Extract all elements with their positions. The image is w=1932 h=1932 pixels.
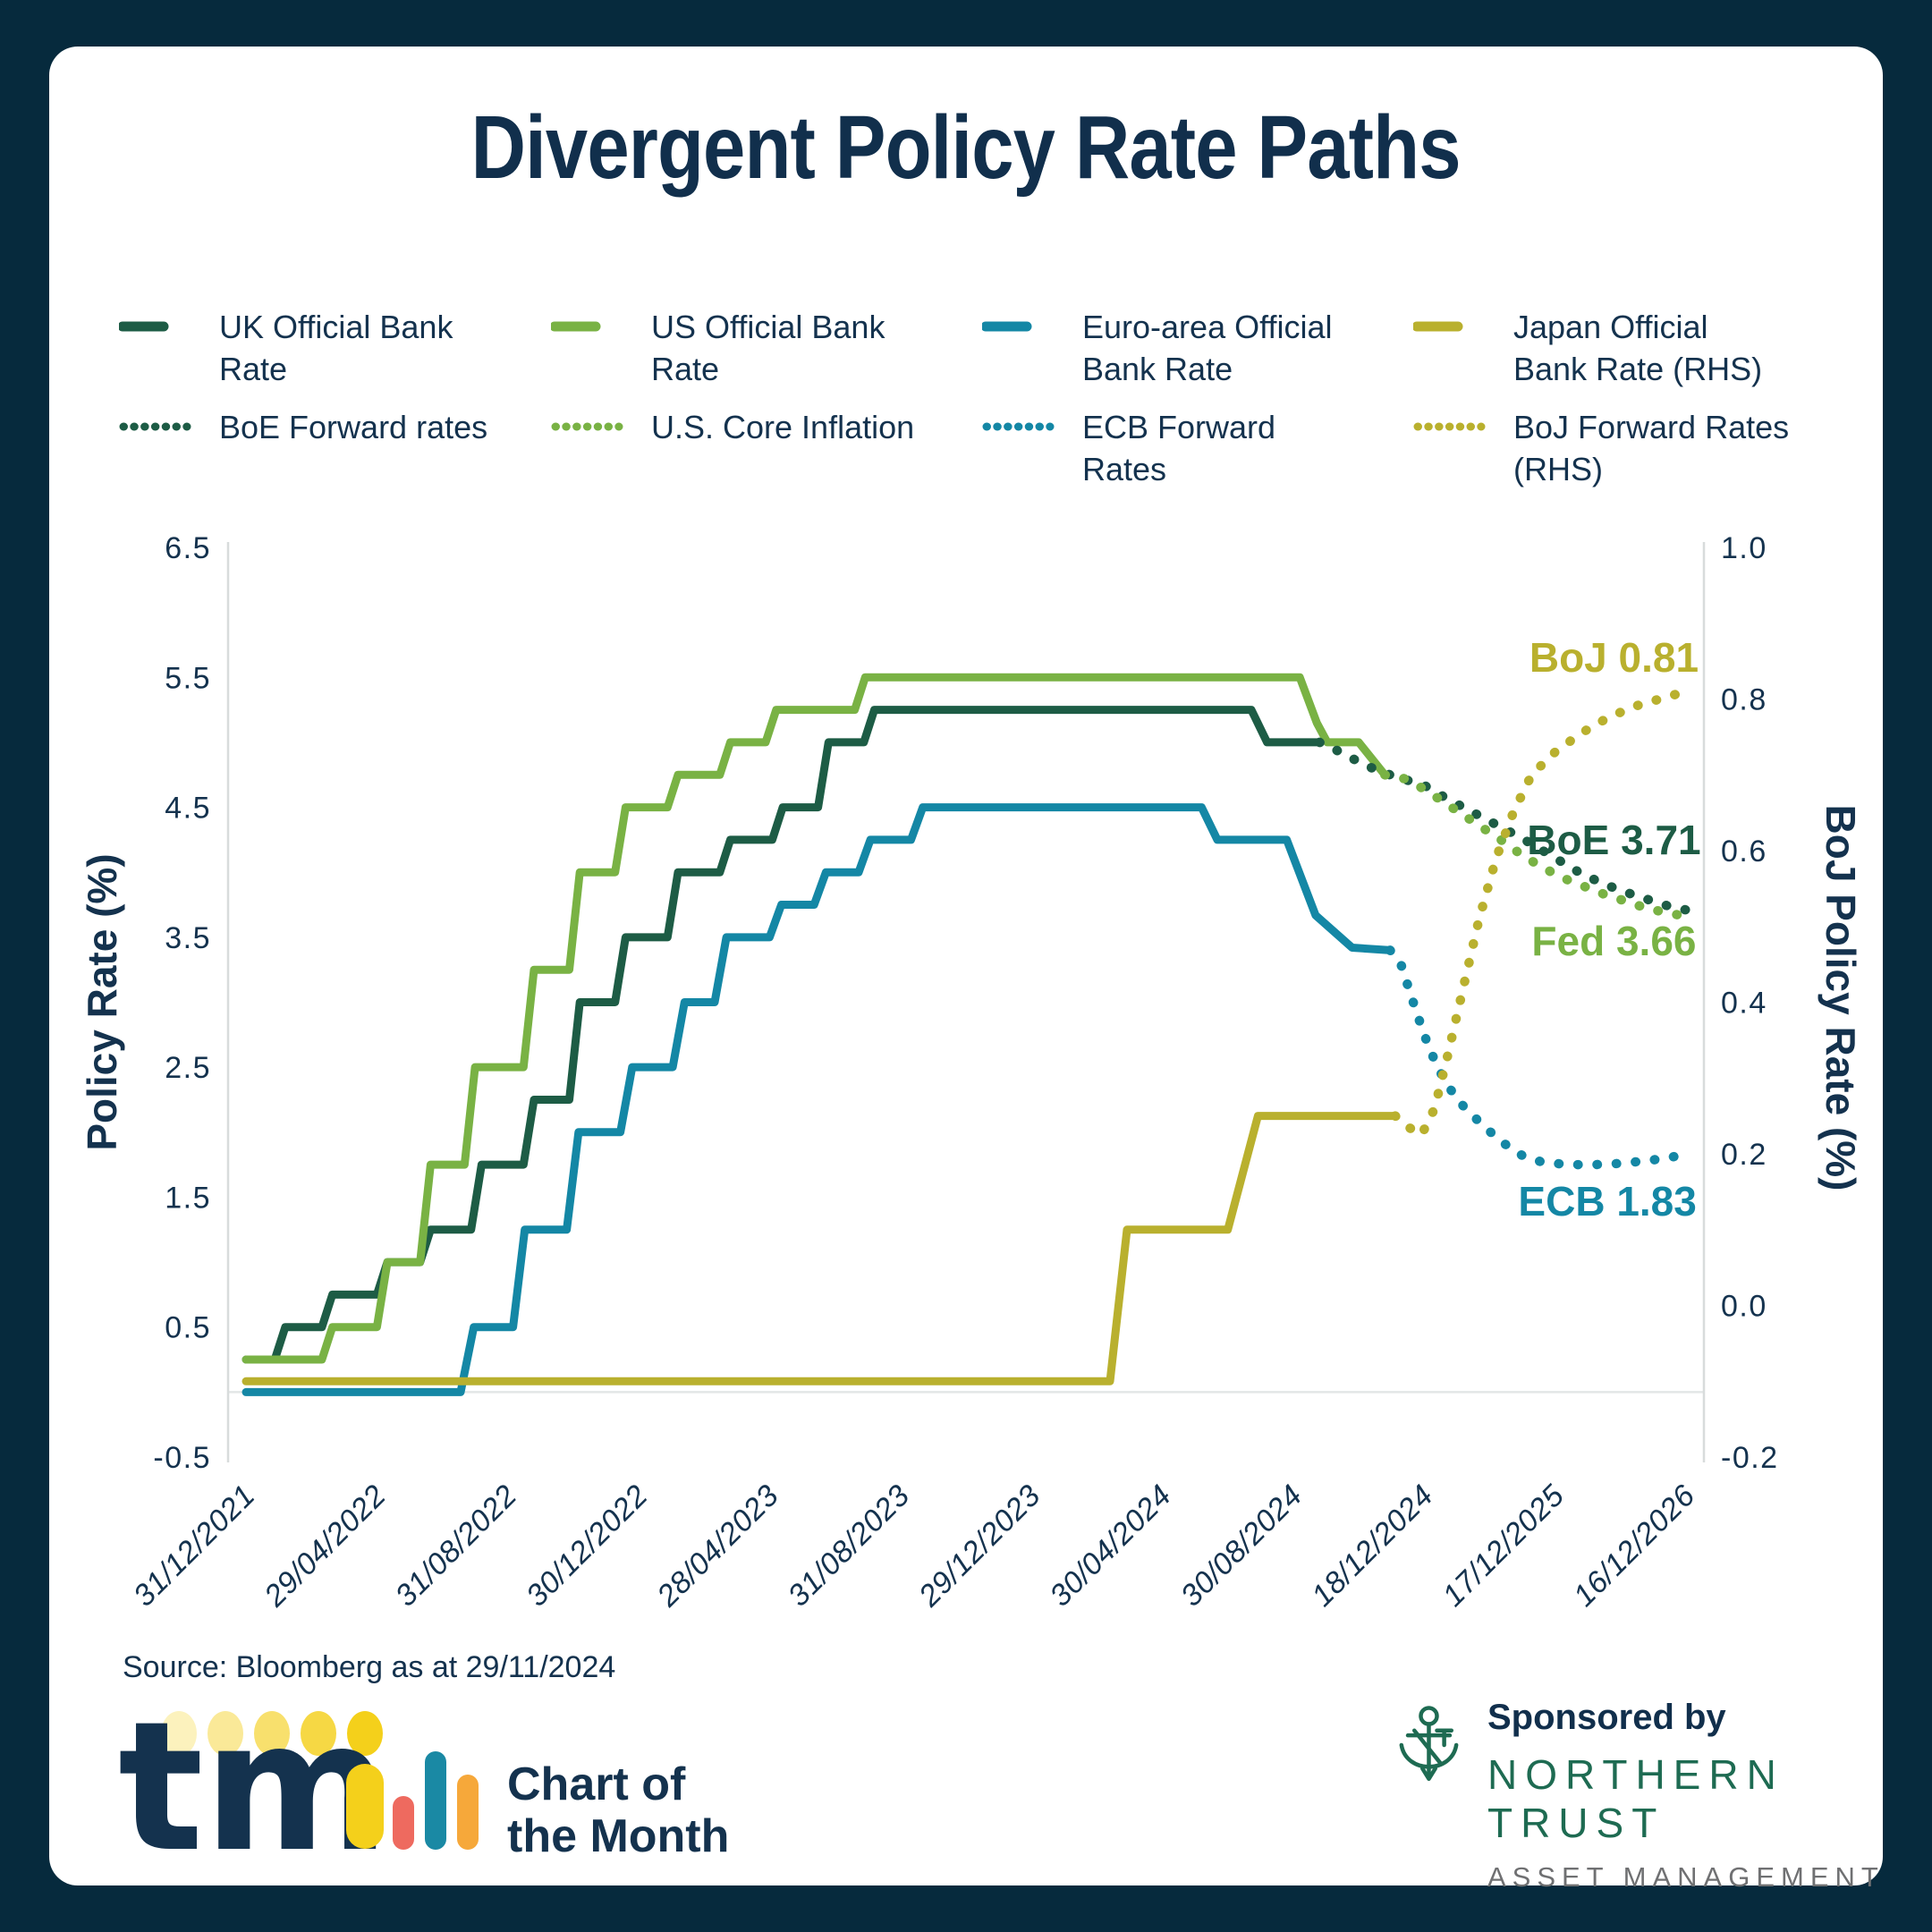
northern-trust-wordmark: NORTHERN TRUST (1487, 1751, 1784, 1846)
series-us-official-bank-rate (242, 673, 1389, 1364)
anchor-icon (1399, 1706, 1459, 1782)
y-left-tick-label: 5.5 (165, 661, 211, 695)
y-right-tick-label: 0.8 (1721, 683, 1767, 717)
legend-dotted-line-icon (982, 406, 1082, 436)
source-note: Source: Bloomberg as at 29/11/2024 (123, 1650, 616, 1684)
tmi-dots (161, 1711, 383, 1756)
legend-label: BoE Forward rates (219, 409, 488, 445)
series-uk-official-bank-rate (242, 706, 1324, 1364)
card (49, 47, 1883, 1885)
tmi-wordmark: tm (118, 1710, 390, 1862)
y-left-axis-title: Policy Rate (%) (79, 853, 125, 1150)
page-title: Divergent Policy Rate Paths (470, 97, 1462, 198)
legend-label: BoJ Forward Rates (RHS) (1513, 409, 1790, 487)
y-left-tick-label: 6.5 (165, 531, 211, 565)
y-right-tick-label: 1.0 (1721, 531, 1767, 565)
y-left-tick-label: 2.5 (165, 1051, 211, 1085)
legend-dotted-line-icon (1413, 406, 1513, 436)
legend-dotted-line-icon (551, 406, 651, 436)
legend-item: BoE Forward rates (119, 406, 487, 448)
northern-trust-logo: Sponsored by NORTHERN TRUST ASSET MANAGE… (1392, 1698, 1932, 1894)
legend-line-icon (549, 306, 651, 336)
sponsored-by-label: Sponsored by (1487, 1698, 1726, 1737)
legend-item: U.S. Core Inflation (551, 406, 914, 448)
y-left-tick-label: 4.5 (165, 792, 211, 826)
x-tick-label: 31/08/2022 (389, 1479, 524, 1614)
y-left-tick-label: 0.5 (165, 1311, 211, 1345)
x-tick-label: 29/04/2022 (258, 1479, 393, 1614)
series-ecb-forward-rates (1385, 945, 1691, 1170)
legend-item: Euro-area Official Bank Rate (980, 306, 1333, 390)
chart-of-the-month-label: Chart of the Month (507, 1758, 730, 1862)
chart-of-the-month-logo: Chart of the Month (391, 1744, 729, 1862)
x-tick-label: 30/04/2024 (1043, 1479, 1178, 1614)
legend-label: US Official Bank Rate (651, 309, 886, 387)
legend-item: US Official Bank Rate (549, 306, 886, 390)
tmi-logo: tm (116, 1683, 411, 1892)
legend-dotted-line-icon (119, 406, 219, 436)
legend-label: Euro-area Official Bank Rate (1082, 309, 1333, 387)
annotation-boe-3-71: BoE 3.71 (1527, 817, 1700, 863)
tmi-letter-i (346, 1764, 384, 1849)
x-tick-label: 30/08/2024 (1174, 1479, 1309, 1614)
legend-item: UK Official Bank Rate (117, 306, 453, 390)
legend-label: U.S. Core Inflation (651, 409, 915, 445)
legend-line-icon (980, 306, 1082, 336)
series-japan-official-bank-rate-rhs (242, 1112, 1400, 1385)
x-tick-label: 18/12/2024 (1305, 1479, 1440, 1614)
y-right-tick-label: 0.0 (1721, 1290, 1767, 1324)
annotation-ecb-1-83: ECB 1.83 (1518, 1178, 1696, 1224)
x-tick-label: 28/04/2023 (650, 1479, 785, 1614)
x-tick-label: 16/12/2026 (1567, 1479, 1702, 1614)
x-tick-label: 17/12/2025 (1436, 1479, 1572, 1614)
y-right-tick-label: 0.4 (1721, 987, 1767, 1021)
annotation-fed-3-66: Fed 3.66 (1531, 918, 1696, 964)
y-right-tick-label: 0.6 (1721, 835, 1767, 869)
x-tick-label: 31/08/2023 (782, 1479, 917, 1614)
y-right-axis-title: BoJ Policy Rate (%) (1818, 805, 1864, 1191)
series-u-s-core-inflation (1380, 770, 1691, 921)
series-euro-area-official-bank-rate (242, 803, 1394, 1396)
y-left-tick-label: 3.5 (165, 921, 211, 955)
series-boj-forward-rates-rhs (1390, 686, 1691, 1140)
legend-item: ECB Forward Rates (982, 406, 1275, 490)
bar-chart-icon (393, 1751, 479, 1850)
legend-line-icon (117, 306, 219, 336)
legend-label: Japan Official Bank Rate (RHS) (1513, 309, 1763, 387)
asset-management-label: ASSET MANAGEMENT (1487, 1861, 1885, 1893)
legend-item: Japan Official Bank Rate (RHS) (1411, 306, 1763, 390)
x-tick-label: 31/12/2021 (127, 1479, 262, 1614)
y-right-tick-label: -0.2 (1721, 1441, 1779, 1475)
series-boe-forward-rates (1314, 737, 1691, 915)
legend-label: ECB Forward Rates (1082, 409, 1276, 487)
x-tick-label: 30/12/2022 (520, 1479, 655, 1614)
annotation-boj-0-81: BoJ 0.81 (1530, 634, 1699, 681)
legend-line-icon (1411, 306, 1513, 336)
legend-label: UK Official Bank Rate (219, 309, 453, 387)
y-left-tick-label: -0.5 (153, 1441, 211, 1475)
legend-item: BoJ Forward Rates (RHS) (1413, 406, 1789, 490)
y-left-tick-label: 1.5 (165, 1181, 211, 1215)
x-tick-label: 29/12/2023 (911, 1479, 1046, 1614)
y-right-tick-label: 0.2 (1721, 1138, 1767, 1172)
